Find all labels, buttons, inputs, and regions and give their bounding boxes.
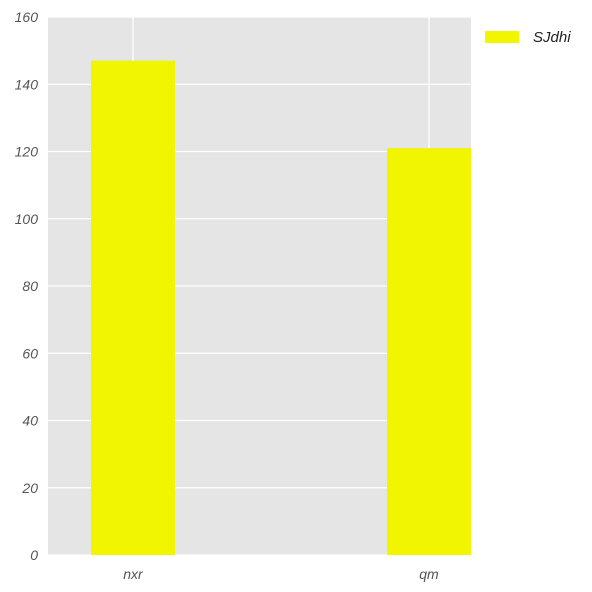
y-tick-label: 80 — [22, 278, 38, 294]
legend-swatch — [485, 31, 519, 43]
y-tick-label: 120 — [15, 144, 39, 160]
x-axis-ticks: nxr qm — [123, 566, 439, 582]
bar — [91, 60, 175, 556]
y-tick-label: 20 — [21, 480, 38, 496]
legend: SJdhi — [485, 29, 571, 46]
y-tick-label: 0 — [30, 547, 38, 563]
x-tick-label: qm — [419, 566, 439, 582]
y-tick-label: 160 — [15, 9, 39, 25]
y-tick-label: 60 — [22, 345, 38, 361]
y-tick-label: 40 — [22, 413, 38, 429]
bars — [91, 60, 471, 556]
legend-label: SJdhi — [533, 29, 571, 46]
y-tick-label: 100 — [15, 211, 39, 227]
y-axis-ticks: 0 20 40 60 80 100 120 140 160 — [15, 9, 39, 563]
x-tick-label: nxr — [123, 566, 144, 582]
bar — [387, 148, 471, 555]
y-tick-label: 140 — [15, 76, 39, 92]
